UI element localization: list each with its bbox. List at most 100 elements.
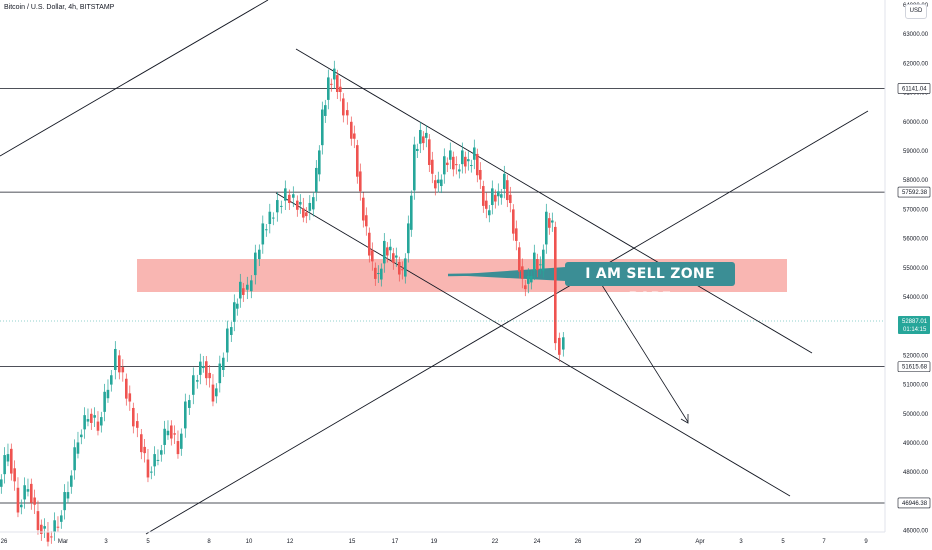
candle-body <box>470 165 473 167</box>
candle-body <box>80 434 83 438</box>
candle-body <box>156 459 160 461</box>
price-tick-label: 62000.00 <box>903 61 929 67</box>
candle-body <box>265 229 268 231</box>
time-axis[interactable]: 26 Mar 3 5 8 10 12 15 17 19 22 24 26 29 Apr 3 5 7 9 <box>0 531 885 545</box>
candle-body <box>226 328 229 353</box>
candle-body <box>276 200 279 213</box>
candle-body <box>121 367 125 373</box>
candle-body <box>70 475 73 487</box>
price-axis[interactable]: 46000.0047000.0048000.0049000.0050000.00… <box>884 0 931 535</box>
candle-body <box>473 147 476 160</box>
trend-line-ascending[interactable] <box>145 110 869 535</box>
candle-body <box>527 275 530 284</box>
candle-body <box>188 400 191 408</box>
candle-body <box>353 133 356 139</box>
candle-body <box>371 250 374 262</box>
candle-body <box>40 524 43 534</box>
candle-body <box>128 393 132 402</box>
candle-body <box>548 218 551 228</box>
level-price-label: 57592.38 <box>902 190 928 196</box>
price-tick-label: 49000.00 <box>903 441 929 447</box>
candle-body <box>33 497 36 505</box>
price-tick-label: 51000.00 <box>903 383 929 389</box>
candle-body <box>196 380 199 382</box>
level-price-label: 51615.68 <box>902 365 928 371</box>
candle-body <box>254 252 257 276</box>
price-tick-label: 63000.00 <box>903 32 929 38</box>
candle-body <box>173 433 176 435</box>
candle-body <box>368 232 371 256</box>
candle-body <box>389 246 392 251</box>
candle-body <box>562 337 565 350</box>
candle-body <box>416 148 419 151</box>
price-tick-label: 60000.00 <box>903 120 929 126</box>
candle-body <box>512 209 515 234</box>
candle-body <box>6 454 10 462</box>
candle-body <box>143 446 146 454</box>
candle-body <box>292 194 295 198</box>
price-tick-label: 48000.00 <box>903 470 929 476</box>
candle-body <box>211 384 215 402</box>
candle-body <box>324 105 327 116</box>
candle-body <box>30 483 33 503</box>
candle-body <box>20 504 23 508</box>
trend-lines[interactable] <box>0 0 869 535</box>
time-tick-label: 10 <box>246 539 253 545</box>
candle-body <box>90 413 93 423</box>
candle-body <box>125 378 128 399</box>
sell-zone-callout[interactable]: I AM SELL ZONE BABE <box>565 262 735 306</box>
candle-body <box>53 520 56 532</box>
candle-body <box>342 98 345 116</box>
candle-body <box>551 220 554 223</box>
candle-body <box>545 211 548 245</box>
candle-body <box>299 202 302 205</box>
candle-body <box>488 210 491 216</box>
trend-line-upper-left[interactable] <box>0 0 269 157</box>
candle-body <box>230 327 233 335</box>
candle-body <box>36 511 40 531</box>
candle-body <box>56 526 60 528</box>
trend-line-channel-top[interactable] <box>295 48 813 354</box>
level-price-tag <box>897 361 931 372</box>
price-tick-label: 56000.00 <box>903 237 929 243</box>
candle-body <box>392 253 395 263</box>
time-tick-label: 7 <box>822 539 826 545</box>
candle-body <box>23 485 26 500</box>
trend-line-channel-bottom[interactable] <box>275 192 791 497</box>
candle-body <box>374 267 377 279</box>
pointer-wedge <box>448 267 566 281</box>
chart-title: Bitcoin / U.S. Dollar, 4h, BITSTAMP <box>4 4 115 11</box>
candle-body <box>437 179 440 184</box>
candle-body <box>222 357 225 370</box>
candle-body <box>362 197 365 221</box>
candle-body <box>180 433 183 449</box>
candle-body <box>280 205 283 207</box>
candle-body <box>449 150 452 160</box>
price-tick-label: 54000.00 <box>903 295 929 301</box>
candle-body <box>308 202 312 211</box>
candle-body <box>218 363 222 384</box>
candle-body <box>261 223 265 245</box>
bar-countdown-label: 01:14:15 <box>903 327 927 333</box>
time-tick-label: 26 <box>1 539 8 545</box>
time-tick-label: 5 <box>146 539 150 545</box>
candle-body <box>333 68 336 80</box>
candle-body <box>542 249 545 271</box>
candle-body <box>184 401 187 429</box>
candle-body <box>93 415 96 418</box>
current-price-tag <box>898 316 930 334</box>
projection-arrow[interactable] <box>599 281 689 424</box>
currency-button[interactable]: USD <box>905 4 927 19</box>
candle-body <box>302 208 305 218</box>
candle-body <box>272 217 275 219</box>
candle-body <box>321 109 324 146</box>
candle-body <box>136 421 139 428</box>
price-tick-label: 55000.00 <box>903 266 929 272</box>
candle-body <box>150 471 153 473</box>
candle-body <box>176 441 180 455</box>
candle-body <box>114 348 117 370</box>
candle-body <box>242 288 245 295</box>
time-tick-label: 15 <box>349 539 356 545</box>
time-tick-label: 29 <box>635 539 642 545</box>
